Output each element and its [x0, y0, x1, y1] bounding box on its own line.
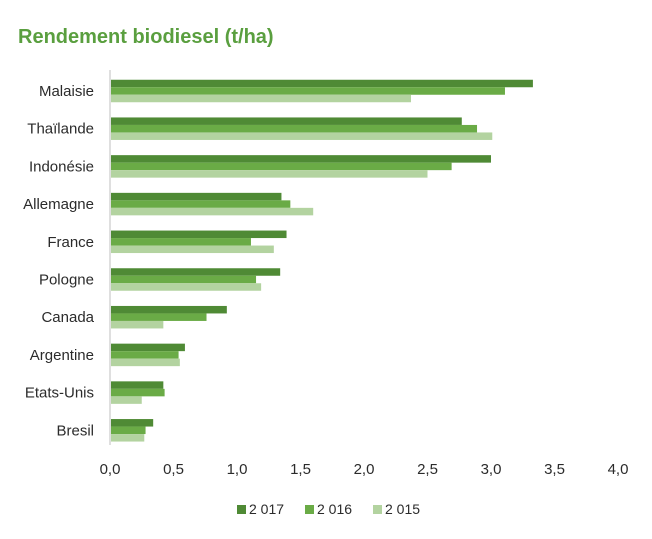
- bar-malaisie-1: [111, 87, 505, 95]
- bars-group: [111, 79, 533, 442]
- x-tick-labels: 0,0 0,5 1,0 1,5 2,0 2,5 3,0 3,5 4,0: [100, 461, 629, 478]
- category-labels: Malaisie Thaïlande Indonésie Allemagne Franc…: [23, 83, 95, 439]
- bar-indon-sie-0: [111, 155, 491, 163]
- bar-malaisie-2: [111, 94, 411, 103]
- bar-pologne-0: [111, 268, 281, 276]
- x-tick-label: 0,0: [100, 461, 121, 478]
- bar-canada-1: [111, 313, 207, 321]
- bar-pologne-2: [111, 283, 262, 291]
- bar-canada-2: [111, 320, 164, 329]
- category-label: Canada: [41, 309, 94, 326]
- bar-bresil-0: [111, 419, 154, 427]
- category-label: Allemagne: [23, 196, 94, 213]
- x-tick-label: 3,5: [544, 461, 565, 478]
- bar-argentine-0: [111, 343, 185, 352]
- bar-tha-lande-1: [111, 124, 478, 133]
- legend-swatch: [305, 505, 314, 514]
- bar-argentine-2: [111, 358, 180, 367]
- bar-canada-0: [111, 305, 227, 314]
- bar-malaisie-0: [111, 79, 533, 88]
- bar-france-0: [111, 230, 287, 239]
- bar-indon-sie-2: [111, 170, 428, 178]
- category-label: Pologne: [39, 272, 94, 289]
- category-label: Thaïlande: [27, 121, 94, 138]
- category-label: Bresil: [56, 422, 94, 439]
- legend: 2 017 2 016 2 015: [237, 501, 420, 517]
- bar-etats-unis-0: [111, 381, 164, 389]
- legend-label: 2 017: [249, 501, 284, 517]
- legend-label: 2 016: [317, 501, 352, 517]
- bar-france-1: [111, 238, 251, 246]
- bar-tha-lande-0: [111, 117, 462, 125]
- category-label: Etats-Unis: [25, 385, 94, 402]
- legend-swatch: [373, 505, 382, 514]
- bar-allemagne-2: [111, 207, 314, 216]
- x-tick-label: 3,0: [481, 461, 502, 478]
- category-label: Argentine: [30, 347, 94, 364]
- bar-argentine-1: [111, 351, 179, 359]
- x-tick-label: 4,0: [608, 461, 629, 478]
- bar-etats-unis-2: [111, 396, 142, 404]
- bar-bresil-2: [111, 434, 145, 442]
- legend-swatch: [237, 505, 246, 514]
- x-tick-label: 2,5: [417, 461, 438, 478]
- bar-indon-sie-1: [111, 162, 452, 171]
- bar-etats-unis-1: [111, 388, 165, 397]
- chart-title: Rendement biodiesel (t/ha): [18, 26, 274, 48]
- x-tick-label: 0,5: [163, 461, 184, 478]
- bar-allemagne-0: [111, 192, 282, 201]
- bar-tha-lande-2: [111, 132, 493, 140]
- category-label: Indonésie: [29, 158, 94, 175]
- category-label: France: [47, 234, 94, 251]
- bar-pologne-1: [111, 275, 257, 284]
- x-tick-label: 2,0: [354, 461, 375, 478]
- bar-france-2: [111, 245, 274, 254]
- category-label: Malaisie: [39, 83, 94, 100]
- x-tick-label: 1,5: [290, 461, 311, 478]
- x-tick-label: 1,0: [227, 461, 248, 478]
- legend-label: 2 015: [385, 501, 420, 517]
- bar-allemagne-1: [111, 200, 291, 208]
- bar-bresil-1: [111, 426, 146, 435]
